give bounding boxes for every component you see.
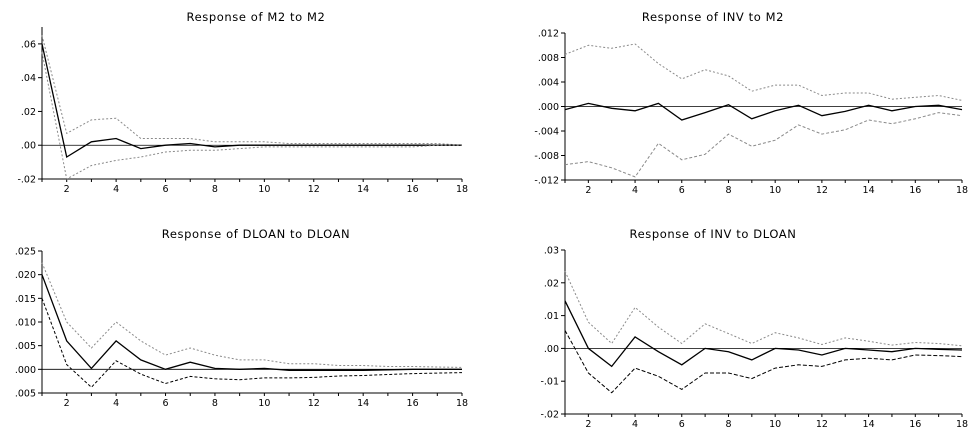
x-tick-label: 8 bbox=[725, 419, 731, 430]
series-line-estimate bbox=[564, 102, 963, 121]
y-tick-label: .06 bbox=[21, 39, 36, 50]
y-tick-label: .012 bbox=[538, 29, 559, 40]
x-tick-label: 4 bbox=[632, 185, 638, 196]
series-line-upper-band bbox=[564, 271, 963, 347]
x-tick-label: 8 bbox=[212, 184, 218, 195]
x-tick-label: 16 bbox=[407, 184, 419, 195]
y-tick-label: .000 bbox=[538, 102, 559, 113]
x-tick-label: 14 bbox=[863, 419, 875, 430]
x-tick-label: 14 bbox=[357, 398, 369, 409]
y-tick-label: -.004 bbox=[534, 127, 559, 138]
x-tick-label: 12 bbox=[308, 398, 320, 409]
x-tick-label: 6 bbox=[163, 398, 169, 409]
series-line-estimate bbox=[564, 300, 963, 368]
x-tick-label: 4 bbox=[113, 398, 119, 409]
x-tick-label: 4 bbox=[632, 419, 638, 430]
y-tick-label: .008 bbox=[538, 53, 559, 64]
x-tick-label: 2 bbox=[64, 398, 70, 409]
y-tick-label: -.02 bbox=[540, 410, 559, 421]
chart-panel-2: Response of INV to M2 -.012 -.008 -.004 .000… bbox=[534, 10, 968, 196]
chart-panel-3: Response of DLOAN to DLOAN .005 .000 .005 .0… bbox=[15, 227, 468, 409]
series-line-lower-band bbox=[564, 330, 963, 394]
x-tick-label: 18 bbox=[956, 419, 968, 430]
y-tick-label: .02 bbox=[21, 107, 36, 118]
x-tick-label: 2 bbox=[64, 184, 70, 195]
y-tick-label: .020 bbox=[15, 270, 36, 281]
y-tick-label: .010 bbox=[15, 318, 36, 329]
x-tick-label: 6 bbox=[679, 185, 685, 196]
x-tick-label: 10 bbox=[258, 184, 270, 195]
y-tick-label: -.012 bbox=[534, 176, 559, 187]
series-line-estimate bbox=[41, 43, 462, 159]
x-tick-label: 6 bbox=[679, 419, 685, 430]
series-line-lower-band bbox=[564, 112, 963, 178]
x-tick-label: 10 bbox=[769, 185, 781, 196]
y-tick-label: -.02 bbox=[17, 175, 36, 186]
x-tick-label: 18 bbox=[456, 398, 468, 409]
y-tick-label: .02 bbox=[544, 278, 559, 289]
x-tick-label: 12 bbox=[308, 184, 320, 195]
y-tick-label: .025 bbox=[15, 247, 36, 258]
y-tick-label: .015 bbox=[15, 294, 36, 305]
chart-title: Response of M2 to M2 bbox=[187, 10, 326, 24]
x-tick-label: 14 bbox=[863, 185, 875, 196]
y-tick-label: .005 bbox=[15, 389, 36, 400]
y-tick-label: .01 bbox=[544, 311, 559, 322]
x-tick-label: 12 bbox=[816, 185, 828, 196]
x-tick-label: 2 bbox=[585, 419, 591, 430]
x-tick-label: 12 bbox=[816, 419, 828, 430]
series-line-upper-band bbox=[564, 43, 963, 101]
chart-title: Response of INV to DLOAN bbox=[630, 227, 797, 241]
x-tick-label: 10 bbox=[769, 419, 781, 430]
y-tick-label: .00 bbox=[544, 344, 559, 355]
series-line-upper-band bbox=[41, 35, 463, 146]
y-tick-label: .03 bbox=[544, 246, 559, 257]
x-tick-label: 8 bbox=[725, 185, 731, 196]
y-tick-label: -.01 bbox=[540, 377, 559, 388]
x-tick-label: 2 bbox=[585, 185, 591, 196]
x-tick-label: 10 bbox=[258, 398, 270, 409]
chart-title: Response of INV to M2 bbox=[642, 10, 784, 24]
x-tick-label: 14 bbox=[357, 184, 369, 195]
series-line-lower-band bbox=[41, 298, 463, 389]
x-tick-label: 6 bbox=[163, 184, 169, 195]
y-tick-label: -.008 bbox=[534, 151, 559, 162]
y-tick-label: .004 bbox=[538, 78, 559, 89]
x-tick-label: 16 bbox=[909, 419, 921, 430]
x-tick-label: 16 bbox=[909, 185, 921, 196]
y-tick-label: .04 bbox=[21, 73, 36, 84]
chart-panel-1: Response of M2 to M2 -.02 .00 .02 .04 .06 2 4 6 8… bbox=[17, 10, 468, 195]
x-tick-label: 18 bbox=[456, 184, 468, 195]
x-tick-label: 16 bbox=[407, 398, 419, 409]
series-line-estimate bbox=[41, 274, 462, 371]
y-tick-label: .005 bbox=[15, 341, 36, 352]
x-tick-label: 8 bbox=[212, 398, 218, 409]
series-line-lower-band bbox=[41, 52, 462, 180]
x-tick-label: 4 bbox=[113, 184, 119, 195]
chart-panel-4: Response of INV to DLOAN -.02 -.01 .00 .01 .0… bbox=[540, 227, 968, 430]
chart-title: Response of DLOAN to DLOAN bbox=[162, 227, 350, 241]
x-tick-label: 18 bbox=[956, 185, 968, 196]
y-tick-label: .00 bbox=[21, 141, 36, 152]
y-tick-label: .000 bbox=[15, 365, 36, 376]
series-line-upper-band bbox=[41, 262, 463, 368]
